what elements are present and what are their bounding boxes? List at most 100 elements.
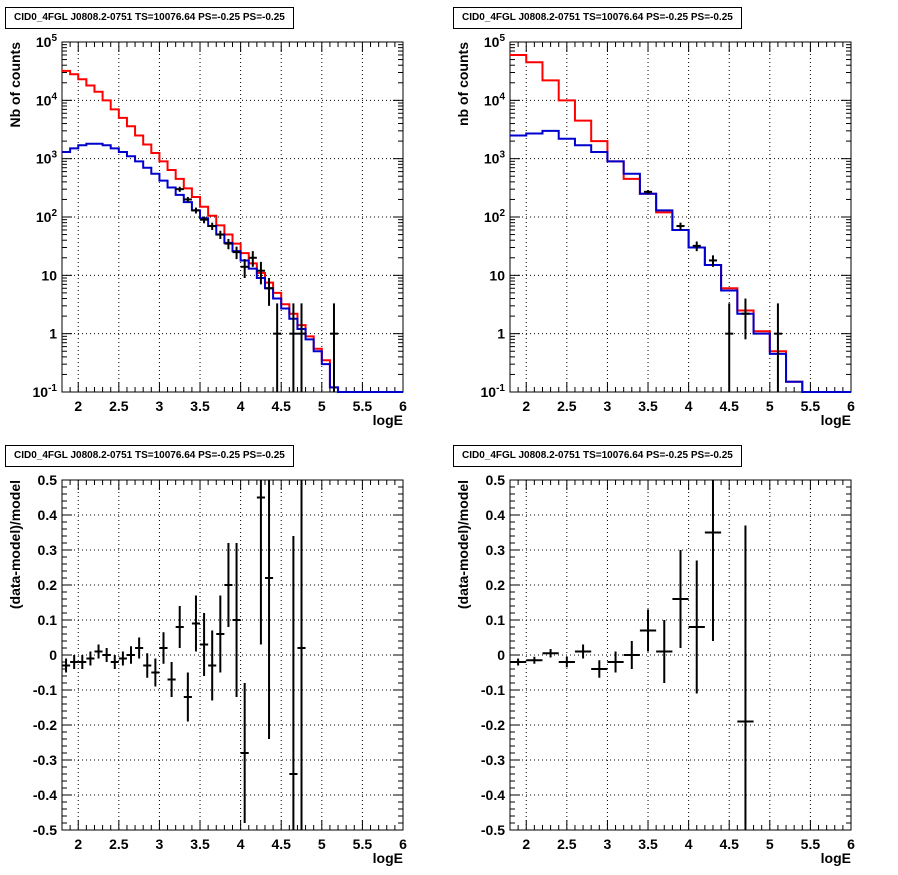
plot-frame (61, 41, 404, 393)
data-point (224, 238, 233, 250)
x-tick-label: 5 (766, 398, 774, 414)
data-point (773, 303, 782, 392)
plot-frame (509, 41, 852, 393)
y-tick-label: 0.3 (38, 542, 58, 558)
x-tick-label: 3 (156, 836, 164, 852)
data-point (191, 595, 201, 652)
data-point (574, 644, 592, 659)
data-point (216, 595, 225, 673)
x-tick-label: 4.5 (271, 398, 291, 414)
data-point (708, 255, 718, 267)
x-tick-label: 5.5 (353, 836, 373, 852)
data-points (643, 190, 782, 392)
data-point (143, 653, 152, 678)
y-tick-label: -0.3 (33, 752, 57, 768)
x-tick-label: 3.5 (190, 398, 210, 414)
x-tick-label: 3 (604, 398, 612, 414)
x-tick-label: 3 (156, 398, 164, 414)
data-point (191, 207, 201, 214)
axis-ticks (509, 479, 852, 831)
grid (510, 42, 851, 392)
data-point (704, 480, 722, 641)
grid (62, 480, 403, 830)
data-point (639, 609, 657, 652)
data-point (86, 651, 95, 666)
y-tick-label: 105 (36, 33, 58, 50)
data-point (200, 216, 209, 224)
plot-frame (61, 479, 404, 831)
y-tick-label: 104 (36, 91, 58, 108)
data-point (232, 543, 241, 697)
data-point (264, 278, 274, 306)
chart-panel-bottom-left: 2 2.5 3 3.5 4 4.5 5 5.5 6 -0.5 -0.4 -0.3 -0.2 -0.1 0 0.… (7, 472, 407, 866)
chart-panel-bottom-right: 2 2.5 3 3.5 4 4.5 5 5.5 6 -0.5 -0.4 -0.3 -0.2 -0.1 0 0.… (455, 472, 855, 866)
y-tick-label: 1 (49, 326, 57, 342)
x-tick-label: 6 (847, 836, 855, 852)
x-tick-label: 4 (685, 836, 693, 852)
y-tick-label: 10-1 (481, 383, 506, 400)
chart-panel-top-left: 2 2.5 3 3.5 4 4.5 5 5.5 6 10-1 1 10 102 103 104 105 logE… (7, 33, 407, 428)
data-point (240, 259, 249, 279)
chart-panel-top-right: 2 2.5 3 3.5 4 4.5 5 5.5 6 10-1 1 10 102 103 104 105 logE… (455, 33, 855, 428)
y-tick-label: 0 (49, 647, 57, 663)
x-tick-label: 3.5 (190, 836, 210, 852)
data-point (135, 637, 144, 659)
y-tick-label: -0.5 (481, 822, 505, 838)
data-point (62, 658, 71, 673)
data-point (248, 251, 257, 267)
data-point (692, 241, 701, 252)
data-point (725, 303, 734, 392)
data-point (676, 222, 685, 230)
data-point (256, 480, 265, 645)
x-tick-label: 2 (522, 398, 530, 414)
axis-ticks (509, 42, 852, 393)
data-point (297, 480, 306, 830)
y-tick-label: 10-1 (33, 383, 58, 400)
y-tick-label: -0.1 (33, 682, 57, 698)
y-tick-label: 103 (36, 150, 58, 167)
data-point (256, 261, 265, 285)
y-tick-label: 104 (484, 91, 506, 108)
x-tick-label: 2 (522, 836, 530, 852)
data-point (741, 298, 750, 340)
y-tick-label: 10 (41, 267, 57, 283)
data-point (167, 662, 176, 697)
x-tick-label: 4.5 (719, 398, 739, 414)
data-point (607, 651, 624, 673)
data-point (118, 651, 127, 666)
x-tick-label: 2.5 (109, 398, 129, 414)
y-tick-label: 102 (36, 208, 58, 225)
y-tick-label: -0.3 (481, 752, 505, 768)
chart-title: CID0_4FGL J0808.2-0751 TS=10076.64 PS=-0… (5, 7, 294, 29)
y-tick-label: -0.4 (33, 787, 57, 803)
data-point (224, 543, 233, 627)
x-tick-label: 5.5 (801, 836, 821, 852)
data-point (200, 613, 209, 676)
y-tick-label: 10 (489, 267, 505, 283)
data-point (94, 644, 103, 659)
data-point (297, 303, 306, 392)
data-point (151, 658, 160, 687)
data-point (273, 303, 282, 392)
chart-title: CID0_4FGL J0808.2-0751 TS=10076.64 PS=-0… (453, 445, 742, 467)
x-tick-label: 3 (604, 836, 612, 852)
data-point (526, 656, 543, 664)
y-tick-label: 0.2 (486, 577, 506, 593)
data-point (110, 655, 119, 669)
data-points (510, 480, 754, 830)
y-tick-label: 0.3 (486, 542, 506, 558)
data-points (62, 480, 306, 830)
x-tick-label: 6 (847, 398, 855, 414)
data-point (656, 620, 673, 683)
x-tick-label: 2 (74, 398, 82, 414)
data-point (78, 655, 87, 669)
x-tick-label: 2 (74, 836, 82, 852)
x-tick-label: 5 (318, 398, 326, 414)
data-point (289, 536, 298, 830)
x-tick-label: 4 (237, 398, 245, 414)
x-tick-label: 5 (318, 836, 326, 852)
data-point (208, 222, 217, 230)
y-tick-label: 1 (497, 326, 505, 342)
data-point (208, 630, 217, 701)
y-tick-label: 102 (484, 208, 506, 225)
